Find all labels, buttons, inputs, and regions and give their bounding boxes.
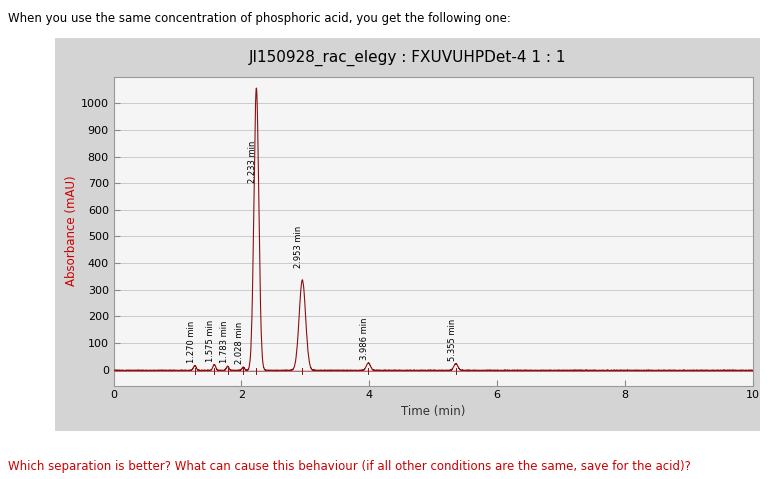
Text: Which separation is better? What can cause this behaviour (if all other conditio: Which separation is better? What can cau… (8, 460, 691, 473)
Text: 2.233 min: 2.233 min (249, 141, 257, 183)
Text: 3.986 min: 3.986 min (361, 318, 369, 360)
X-axis label: Time (min): Time (min) (401, 405, 466, 418)
Text: 2.953 min: 2.953 min (294, 226, 303, 268)
Text: 1.575 min: 1.575 min (206, 319, 216, 362)
Y-axis label: Absorbance (mAU): Absorbance (mAU) (65, 176, 78, 286)
Text: When you use the same concentration of phosphoric acid, you get the following on: When you use the same concentration of p… (8, 12, 510, 25)
Text: 5.355 min: 5.355 min (448, 319, 457, 361)
Text: 2.028 min: 2.028 min (235, 322, 245, 365)
Text: 1.783 min: 1.783 min (220, 321, 229, 364)
Text: JI150928_rac_elegy : FXUVUHPDet-4 1 : 1: JI150928_rac_elegy : FXUVUHPDet-4 1 : 1 (249, 50, 566, 67)
Text: 1.270 min: 1.270 min (187, 320, 196, 363)
